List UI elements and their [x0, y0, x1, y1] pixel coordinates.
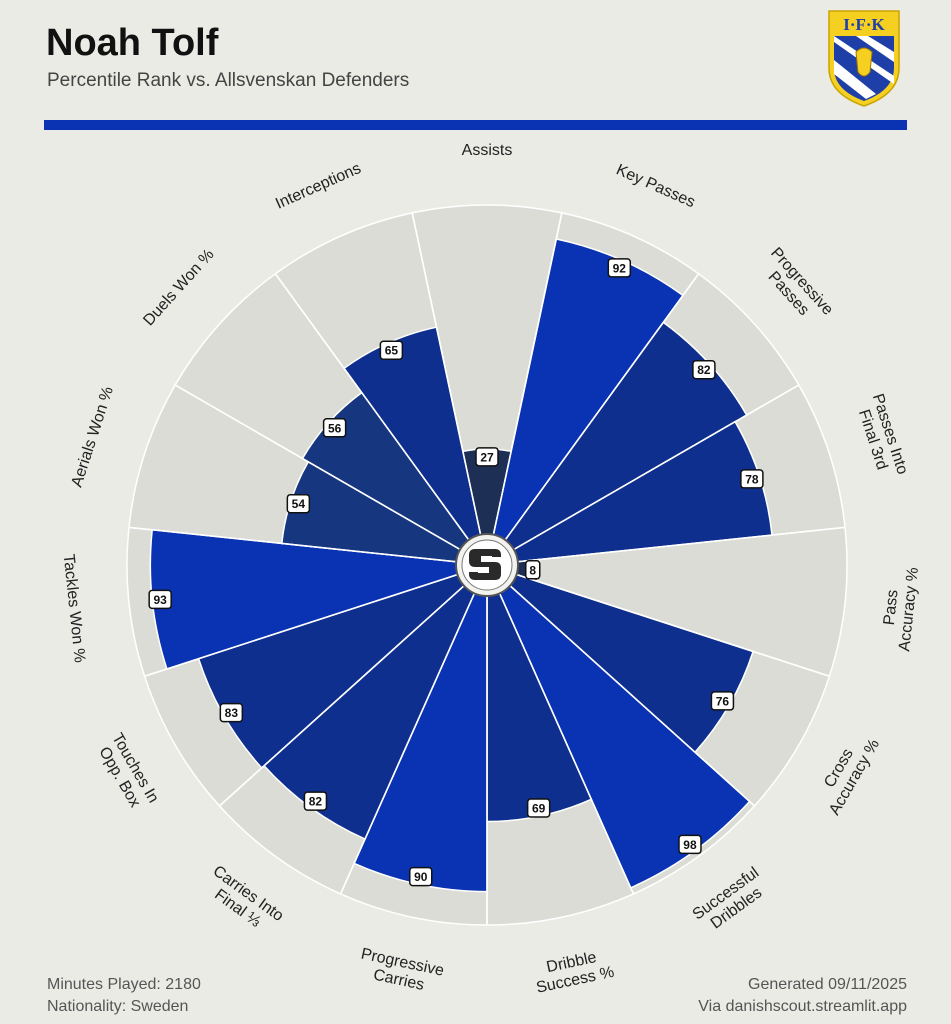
value-badge — [303, 791, 328, 811]
value-label: 76 — [716, 694, 730, 708]
value-label: 65 — [385, 344, 399, 358]
category-label: CrossAccuracy % — [811, 727, 884, 818]
slice-divider — [339, 588, 478, 895]
value-badge — [607, 258, 632, 278]
value-badge — [379, 340, 404, 360]
category-label: Assists — [462, 142, 513, 159]
category-label: ProgressiveCarries — [356, 946, 446, 998]
value-label: 90 — [414, 870, 428, 884]
category-label: Aerials Won % — [68, 385, 117, 490]
slice-divider — [218, 581, 469, 807]
value-badge — [740, 469, 764, 489]
value-badge — [678, 834, 702, 855]
value-label: 78 — [745, 472, 759, 486]
value-label: 69 — [532, 802, 546, 816]
club-crest-letters: I·F·K — [843, 15, 885, 34]
value-label: 27 — [480, 450, 494, 464]
slice-divider — [501, 273, 700, 545]
value-label: 92 — [613, 261, 627, 275]
club-crest-logo: I·F·K — [828, 10, 900, 107]
value-badge — [322, 418, 347, 438]
slice-divider — [411, 212, 483, 540]
value-label: 82 — [697, 363, 711, 377]
value-label: 93 — [154, 593, 168, 607]
value-label: 98 — [683, 838, 697, 852]
category-label: DribbleSuccess % — [531, 946, 616, 997]
player-name: Noah Tolf — [46, 22, 219, 64]
slice-divider — [144, 572, 463, 677]
value-badge — [710, 691, 735, 711]
category-label: SuccessfulDribbles — [690, 864, 773, 938]
value-badge — [409, 866, 433, 887]
chart-subtitle: Percentile Rank vs. Allsvenskan Defender… — [47, 70, 410, 91]
value-badge — [526, 798, 551, 818]
slice-divider — [128, 526, 462, 564]
value-badge — [475, 447, 499, 467]
value-label: 83 — [225, 706, 239, 720]
slice-divider — [491, 212, 563, 540]
value-label: 8 — [529, 563, 536, 577]
category-label: PassAccuracy % — [878, 565, 922, 653]
slice-divider — [512, 526, 846, 564]
value-badge — [286, 493, 311, 514]
slice-divider — [274, 273, 473, 545]
value-badge — [692, 359, 716, 380]
category-label: Duels Won % — [140, 246, 217, 329]
value-badge — [219, 702, 244, 723]
category-label: Touches InOpp. Box — [93, 730, 162, 815]
slice-divider — [511, 572, 830, 677]
title-divider — [44, 120, 907, 130]
slice-divider — [505, 581, 756, 807]
value-label: 54 — [292, 497, 306, 511]
category-label: Key Passes — [614, 161, 698, 211]
footer-player-info: Minutes Played: 2180 Nationality: Sweden — [47, 974, 201, 1018]
nationality: Nationality: Sweden — [47, 998, 189, 1015]
slice-divider — [496, 588, 635, 895]
category-label: ProgressivePasses — [754, 245, 837, 331]
category-label: Tackles Won % — [60, 553, 88, 663]
footer-credits: Generated 09/11/2025 Via danishscout.str… — [698, 974, 907, 1018]
slice-divider — [509, 384, 800, 553]
minutes-played: Minutes Played: 2180 — [47, 976, 201, 993]
category-label: Interceptions — [273, 160, 364, 213]
value-label: 56 — [328, 421, 342, 435]
danishscout-logo-icon — [469, 549, 501, 580]
value-badge — [148, 589, 172, 610]
source-credit: Via danishscout.streamlit.app — [698, 998, 907, 1015]
generated-date: Generated 09/11/2025 — [748, 976, 907, 993]
slice-divider — [174, 384, 465, 553]
value-label: 82 — [309, 795, 323, 809]
category-label: Carries IntoFinal ⅓ — [199, 863, 287, 940]
value-badge — [524, 560, 541, 580]
category-label: Passes IntoFinal 3rd — [852, 392, 911, 482]
